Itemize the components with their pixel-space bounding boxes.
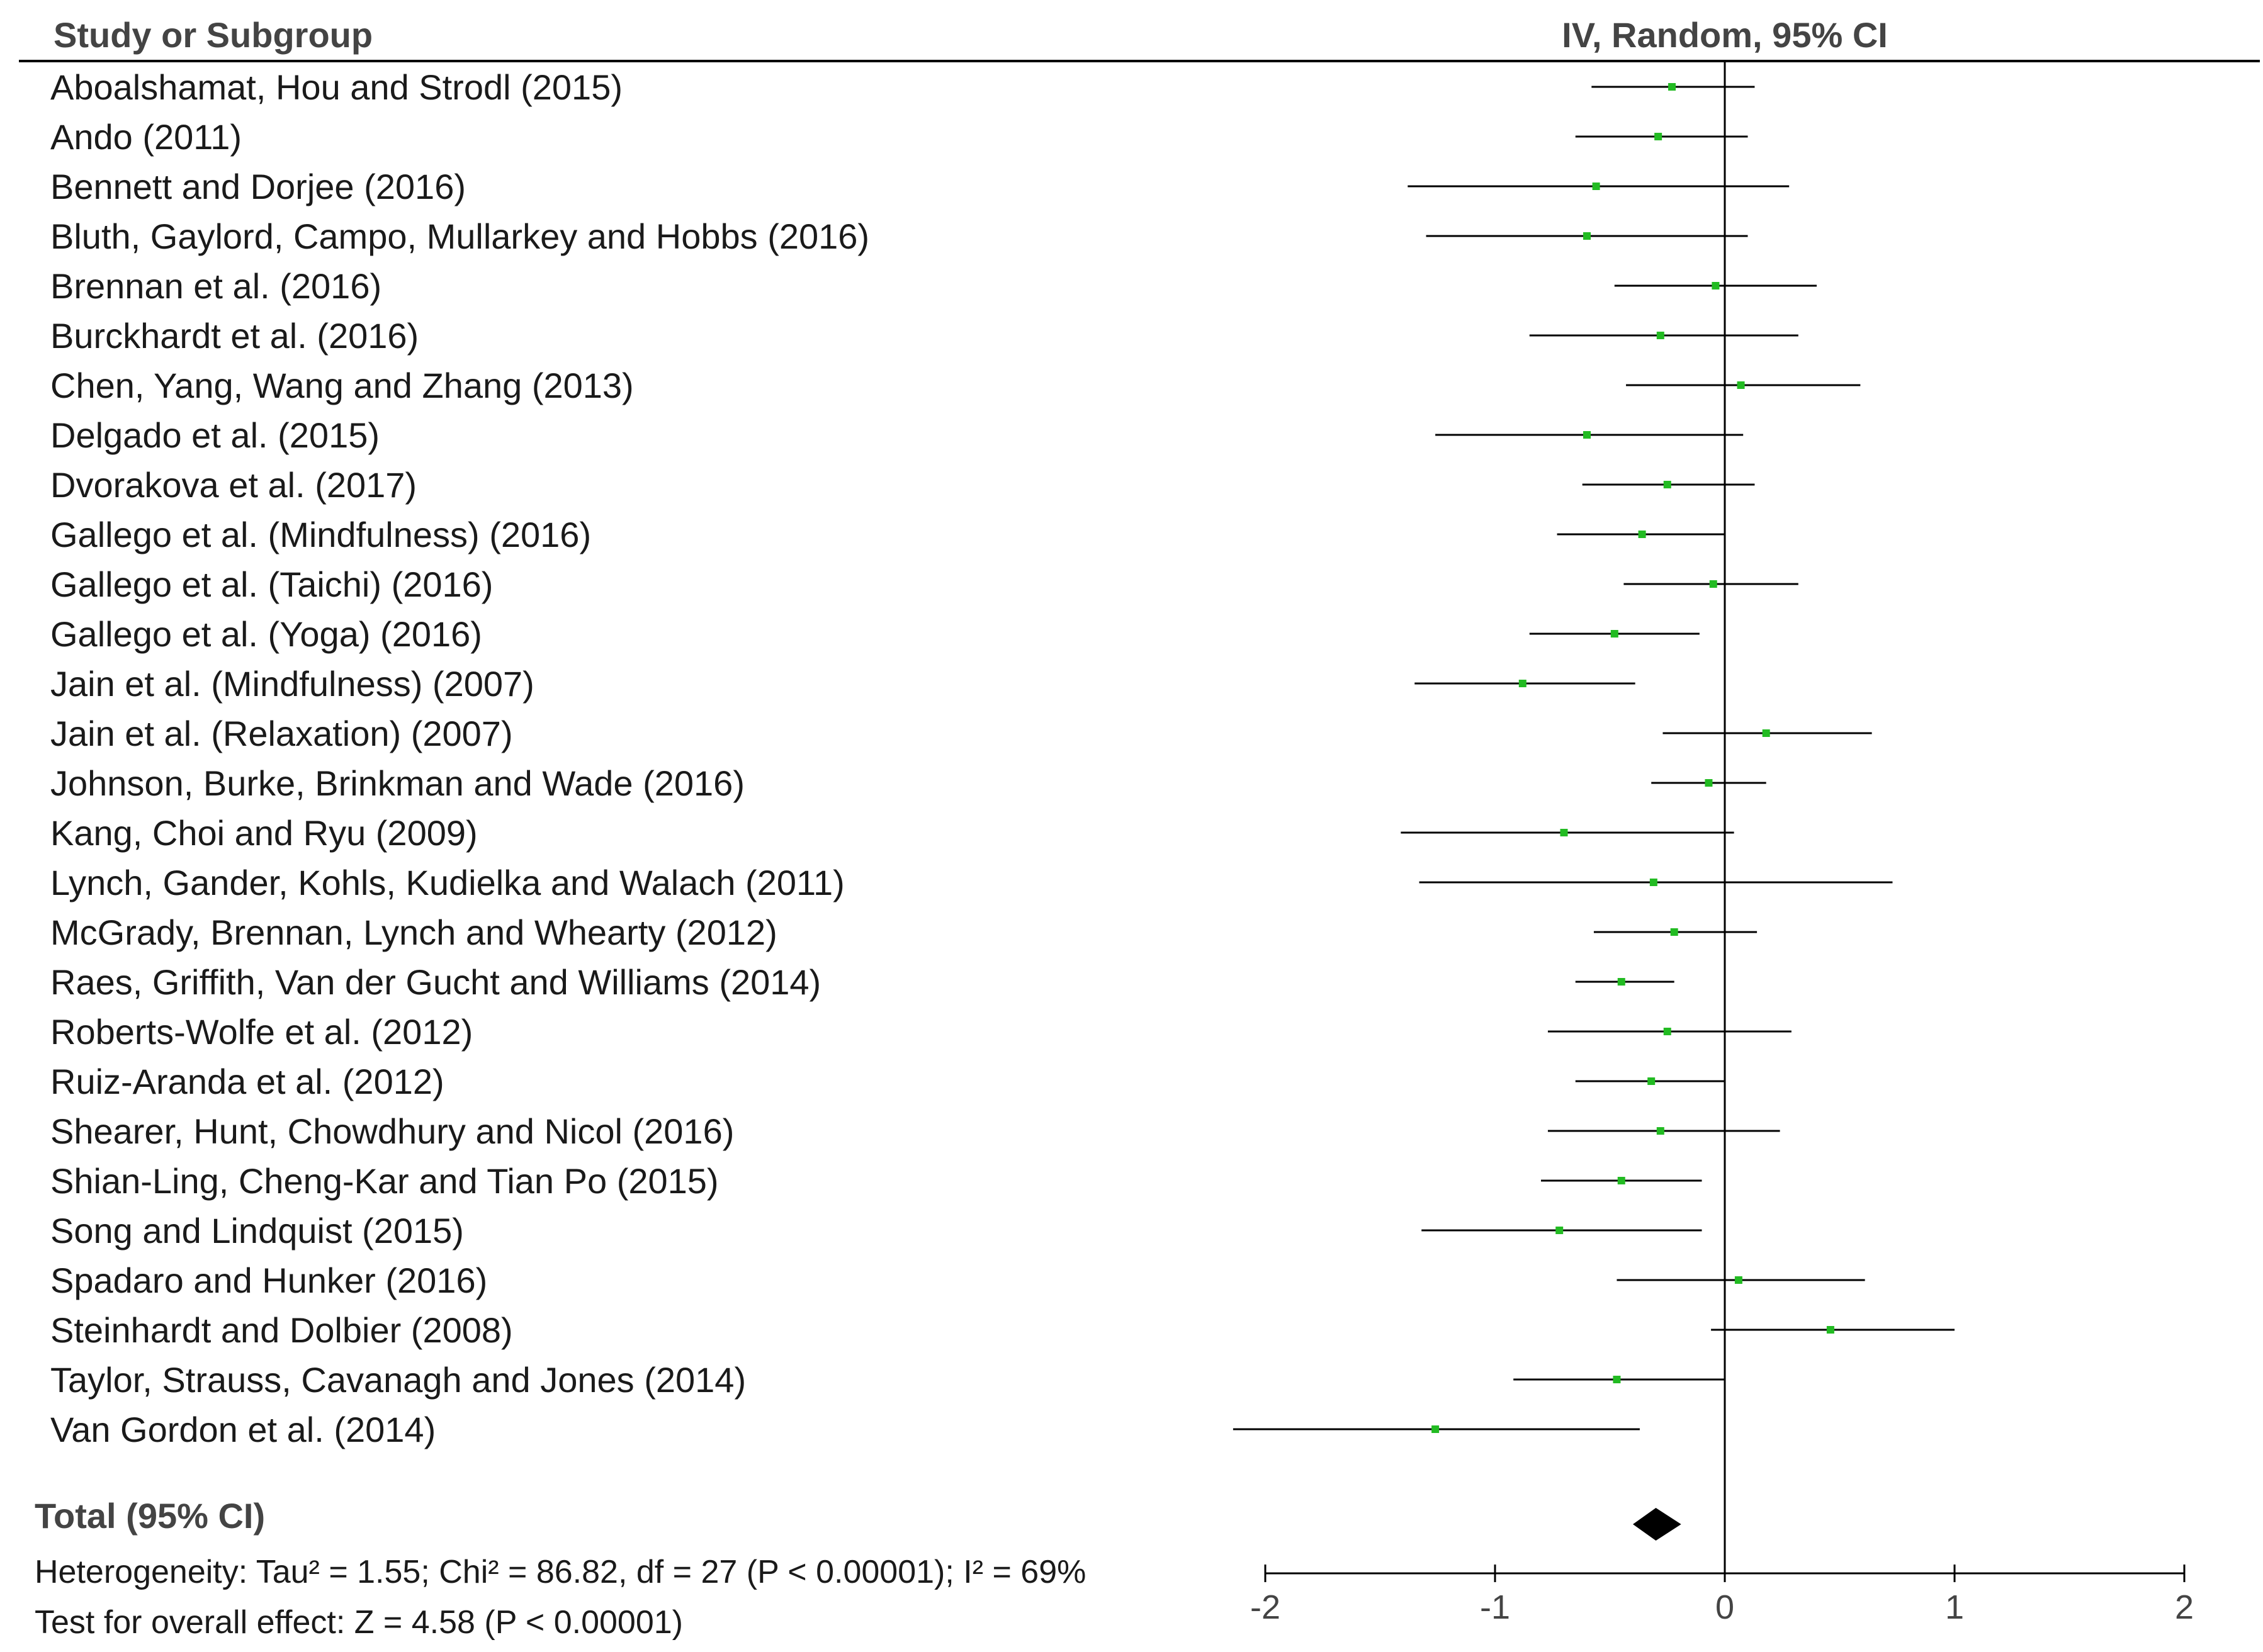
point-estimate-marker [1663,481,1671,488]
heterogeneity-stats: Heterogeneity: Tau² = 1.55; Chi² = 86.82… [35,1554,1086,1590]
point-estimate-marker [1709,580,1717,588]
study-name: Shearer, Hunt, Chowdhury and Nicol (2016… [50,1111,734,1151]
study-name: Chen, Yang, Wang and Zhang (2013) [50,366,634,405]
x-tick-label: -2 [1250,1588,1280,1626]
x-tick-label: 2 [2175,1588,2194,1626]
study-rows: Aboalshamat, Hou and Strodl (2015) Ando (… [50,67,869,1449]
x-tick-label: -1 [1480,1588,1510,1626]
study-column-header: Study or Subgroup [54,15,373,55]
point-estimate-marker [1431,1425,1440,1433]
point-estimate-marker [1737,381,1745,389]
study-name: Delgado et al. (2015) [50,415,380,455]
study-name: Brennan et al. (2016) [50,266,381,306]
study-name: Taylor, Strauss, Cavanagh and Jones (201… [50,1360,746,1400]
study-name: Dvorakova et al. (2017) [50,465,417,505]
study-name: Van Gordon et al. (2014) [50,1410,436,1449]
point-estimate-marker [1668,83,1676,91]
point-estimate-marker [1583,431,1591,439]
study-name: Burckhardt et al. (2016) [50,316,419,356]
study-name: Gallego et al. (Taichi) (2016) [50,565,493,604]
study-name: Aboalshamat, Hou and Strodl (2015) [50,67,623,107]
point-estimate-marker [1638,531,1646,538]
point-estimate-marker [1826,1326,1834,1334]
point-estimate-marker [1610,630,1618,638]
study-name: Shian-Ling, Cheng-Kar and Tian Po (2015) [50,1161,719,1201]
study-name: Roberts-Wolfe et al. (2012) [50,1012,473,1052]
study-name: Ruiz-Aranda et al. (2012) [50,1062,444,1101]
point-estimate-marker [1518,680,1527,687]
study-name: Johnson, Burke, Brinkman and Wade (2016) [50,763,745,803]
x-tick-label: 1 [1945,1588,1964,1626]
study-name: Jain et al. (Relaxation) (2007) [50,714,513,753]
point-estimate-marker [1705,779,1713,787]
study-name: Spadaro and Hunker (2016) [50,1261,487,1300]
point-estimate-marker [1649,879,1657,886]
study-name: Bluth, Gaylord, Campo, Mullarkey and Hob… [50,216,869,256]
point-estimate-marker [1583,232,1591,240]
total-label: Total (95% CI) [35,1496,265,1536]
point-estimate-marker [1762,729,1770,737]
study-name: Lynch, Gander, Kohls, Kudielka and Walac… [50,863,845,902]
study-name: Gallego et al. (Yoga) (2016) [50,614,482,654]
plot-area: -2 -1 0 1 2 [1233,61,2194,1626]
x-tick-label: 0 [1715,1588,1734,1626]
point-estimate-marker [1617,978,1625,986]
study-name: Song and Lindquist (2015) [50,1211,464,1250]
study-name: Steinhardt and Dolbier (2008) [50,1310,513,1350]
study-name: McGrady, Brennan, Lynch and Whearty (201… [50,913,777,952]
study-name: Bennett and Dorjee (2016) [50,167,466,206]
point-estimate-marker [1647,1077,1656,1085]
point-estimate-marker [1712,282,1720,289]
point-estimate-marker [1617,1177,1625,1184]
point-estimate-marker [1592,183,1600,190]
point-estimate-marker [1734,1276,1742,1284]
effect-column-header: IV, Random, 95% CI [1562,15,1888,55]
study-name: Kang, Choi and Ryu (2009) [50,813,478,853]
point-estimate-marker [1555,1227,1564,1234]
point-estimate-marker [1560,829,1568,836]
point-estimate-marker [1613,1376,1621,1383]
pooled-effect-diamond [1633,1508,1681,1541]
point-estimate-marker [1654,133,1662,140]
study-name: Jain et al. (Mindfulness) (2007) [50,664,534,704]
point-estimate-marker [1670,928,1678,936]
overall-effect-test: Test for overall effect: Z = 4.58 (P < 0… [35,1604,683,1641]
study-name: Raes, Griffith, Van der Gucht and Willia… [50,962,821,1002]
study-name: Ando (2011) [50,117,242,157]
study-name: Gallego et al. (Mindfulness) (2016) [50,515,591,554]
point-estimate-marker [1656,1127,1664,1135]
point-estimate-marker [1663,1028,1671,1035]
point-estimate-marker [1656,332,1664,339]
